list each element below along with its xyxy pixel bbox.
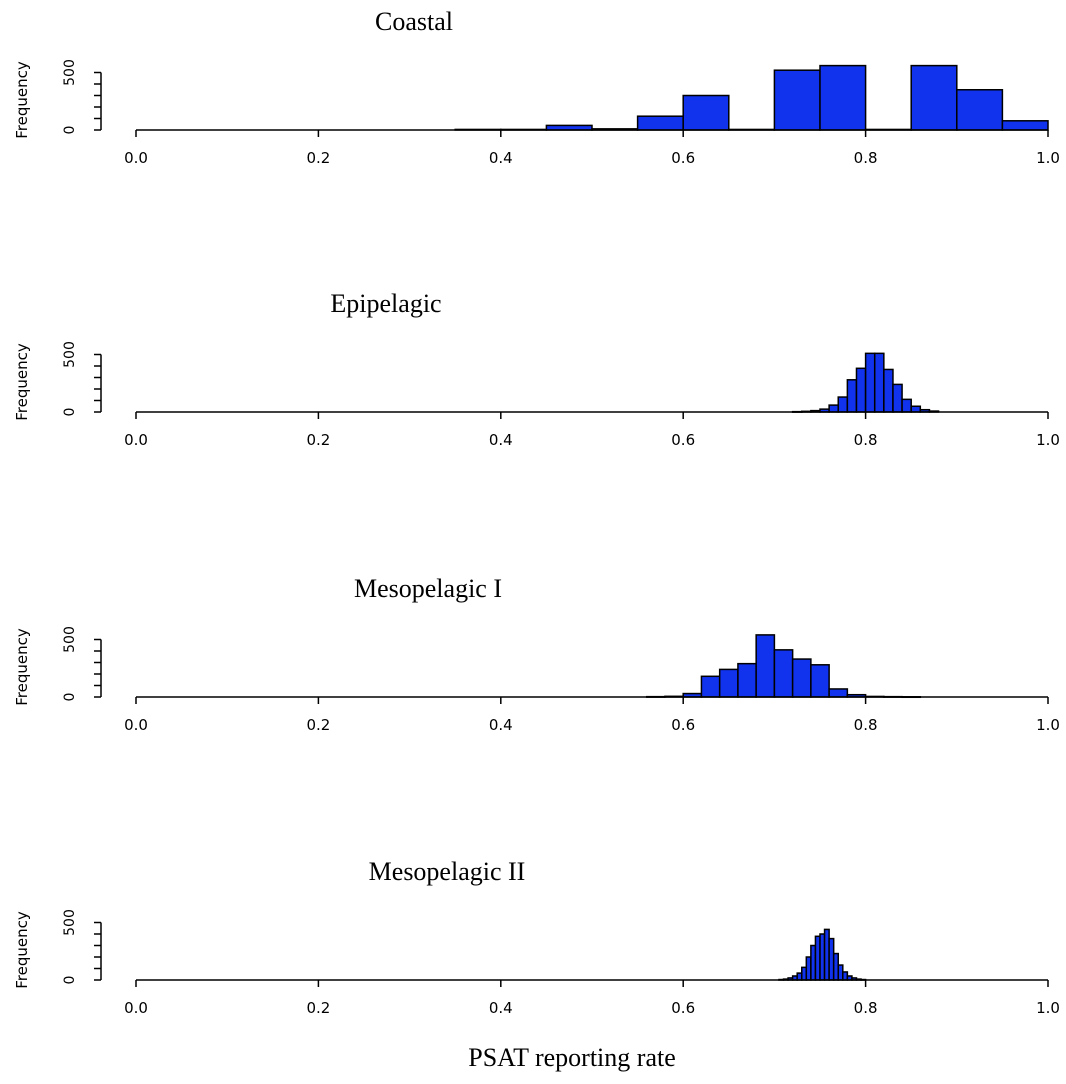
x-tick-label: 0.4 [489,149,513,167]
x-tick-label: 0.4 [489,431,513,449]
x-axis-label: PSAT reporting rate [468,1043,676,1072]
histogram-bar [883,368,894,413]
y-tick-label: 500 [62,341,78,368]
x-tick-label: 0.2 [306,716,330,734]
histogram-bar [910,405,922,413]
histogram-panel-4: Mesopelagic II Frequency 0.0 0.2 0.4 0.6 0.8 1.… [13,857,1060,1017]
x-tick-label: 0.4 [489,716,513,734]
x-tick-label: 0.8 [854,431,878,449]
y-axis-label: Frequency [13,343,31,421]
histogram-bar [828,688,849,698]
histogram-bar [956,89,1004,131]
y-tick-label: 0 [62,126,78,135]
y-tick-label: 0 [62,408,78,417]
y-tick-label: 0 [62,693,78,702]
histogram-panel-3: Mesopelagic I Frequency 0.0 0.2 0.4 0.6 0.8 1.0… [13,574,1060,734]
x-tick-label: 0.0 [124,716,148,734]
x-tick-label: 0.0 [124,431,148,449]
x-tick-label: 1.0 [1036,149,1060,167]
panel-title: Epipelagic [330,289,441,318]
y-tick-label: 500 [62,626,78,653]
panel-title: Mesopelagic I [354,574,502,603]
histogram-bar [855,367,867,413]
x-tick-label: 0.2 [306,431,330,449]
y-axis-label: Frequency [13,61,31,139]
histogram-bar [636,115,684,131]
x-tick-label: 0.8 [854,149,878,167]
x-tick-label: 0.6 [671,431,695,449]
histogram-bar [910,64,958,131]
x-tick-label: 0.6 [671,149,695,167]
histogram-bar [718,668,739,698]
histogram-bar [892,383,903,413]
x-tick-label: 0.0 [124,999,148,1017]
x-tick-label: 0.8 [854,999,878,1017]
histogram-bar [873,352,885,413]
panel-title: Mesopelagic II [369,857,526,886]
histogram-panel-2: Epipelagic Frequency 0.0 0.2 0.4 0.6 0.8 1.0 0 50… [13,289,1060,449]
x-tick-label: 1.0 [1036,716,1060,734]
histogram-bar [901,398,912,413]
y-axis-label: Frequency [13,628,31,706]
y-axis-label: Frequency [13,911,31,989]
x-tick-label: 0.0 [124,149,148,167]
histogram-bar [773,649,794,698]
x-tick-label: 0.4 [489,999,513,1017]
x-tick-label: 1.0 [1036,999,1060,1017]
histogram-bar [846,379,858,413]
y-tick-label: 0 [62,976,78,985]
x-tick-label: 0.6 [671,999,695,1017]
x-tick-label: 1.0 [1036,431,1060,449]
histogram-bar [819,64,867,131]
y-tick-label: 500 [62,909,78,936]
y-tick-label: 500 [62,59,78,86]
histogram-bar [864,352,876,413]
histogram-bar [828,404,839,413]
histogram-bar [755,634,776,698]
x-tick-label: 0.2 [306,999,330,1017]
panel-title: Coastal [375,7,453,36]
histogram-bar [737,662,757,698]
histogram-panel-1: Coastal Frequency 0.0 0.2 0.4 0.6 0.8 1.0 0 500 [13,7,1060,167]
histogram-bar [1001,120,1049,131]
histogram-bar [773,69,821,131]
histogram-bar [700,675,721,698]
x-tick-label: 0.6 [671,716,695,734]
histogram-bar [837,396,849,413]
x-tick-label: 0.2 [306,149,330,167]
histogram-bar [810,664,830,698]
histogram-bar [791,658,812,698]
histogram-bar [682,94,730,131]
x-tick-label: 0.8 [854,716,878,734]
